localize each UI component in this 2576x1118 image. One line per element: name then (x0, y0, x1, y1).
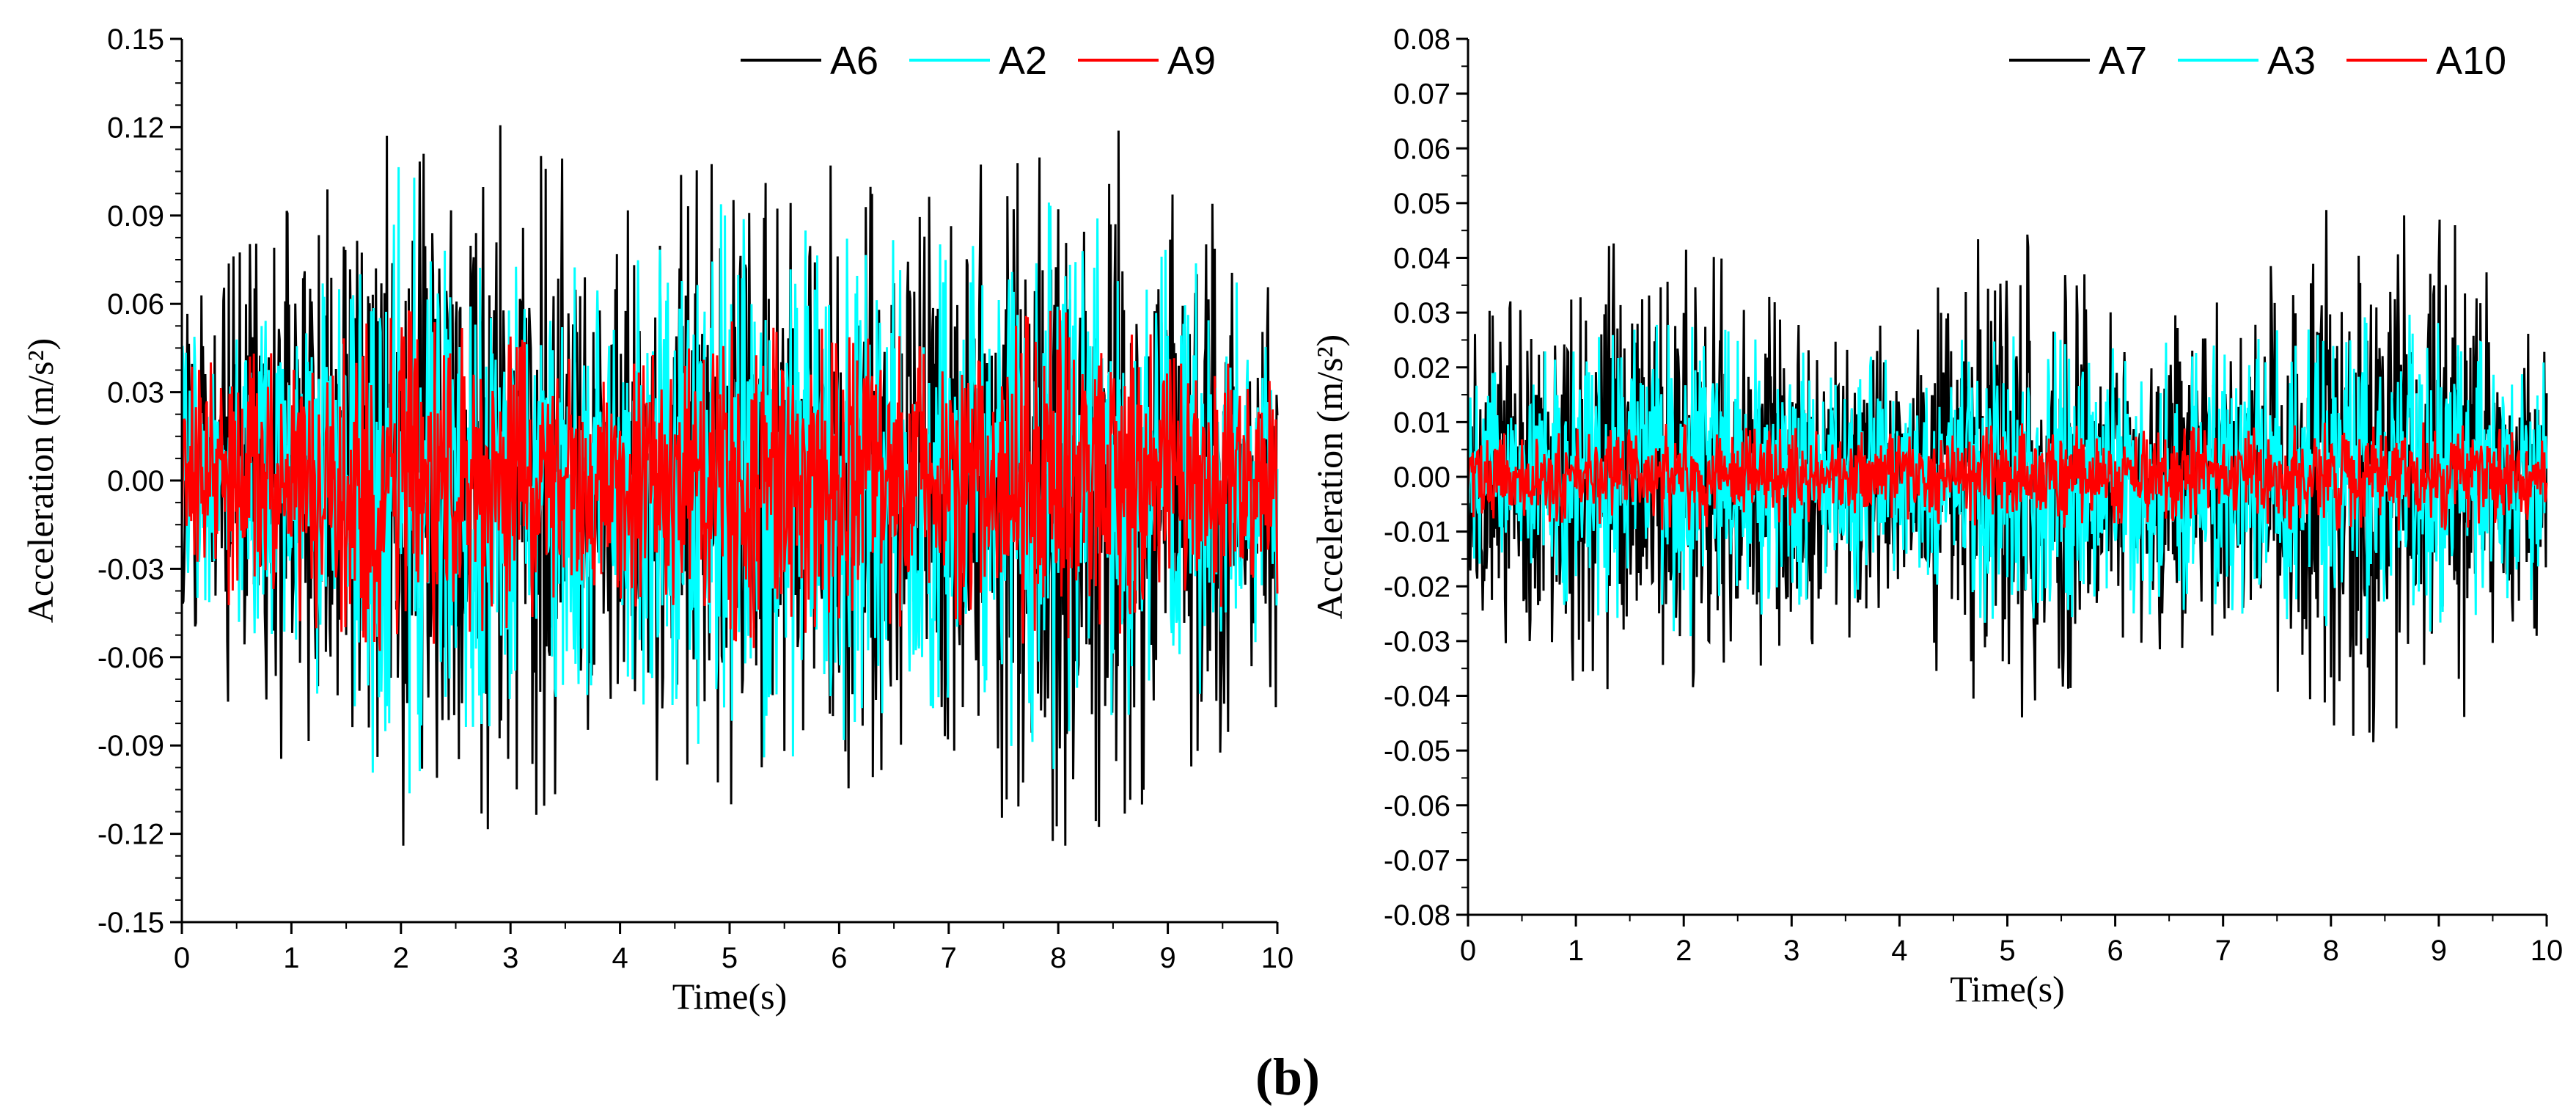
y-tick-label: -0.05 (1384, 735, 1450, 767)
x-tick-label: 1 (283, 942, 299, 974)
x-tick-label: 4 (612, 942, 628, 974)
y-tick-label: -0.01 (1384, 516, 1450, 549)
x-tick-label: 6 (2107, 935, 2123, 967)
y-tick-label: 0.08 (1393, 23, 1450, 56)
x-tick-label: 4 (1891, 935, 1907, 967)
x-tick-label: 0 (174, 942, 190, 974)
y-tick-label: -0.06 (1384, 790, 1450, 822)
y-axis-title: Acceleration (m/s²) (20, 338, 61, 623)
y-tick-label: 0.03 (107, 377, 164, 409)
y-tick-label: 0.00 (1393, 461, 1450, 494)
legend-label-A7: A7 (2099, 39, 2147, 83)
x-tick-label: 10 (1261, 942, 1294, 974)
panel-label: (b) (1255, 1048, 1320, 1106)
x-tick-label: 5 (1999, 935, 2015, 967)
series-line-A10 (1467, 422, 2548, 531)
y-tick-label: 0.06 (1393, 133, 1450, 165)
y-tick-label: -0.09 (98, 730, 164, 762)
left-chart: 0 1 2 3 4 5 6 7 8 9 10 -0.15 -0.12 -0.09 -0.06 -0.03 0.0… (20, 23, 1293, 1017)
legend-label-A9: A9 (1167, 39, 1216, 83)
y-tick-label: -0.15 (98, 907, 164, 939)
y-tick-label: 0.04 (1393, 243, 1450, 275)
y-tick-label: 0.12 (107, 112, 164, 144)
y-tick-label: 0.05 (1393, 188, 1450, 220)
y-axis-title: Acceleration (m/s²) (1309, 335, 1350, 619)
x-tick-label: 5 (722, 942, 738, 974)
y-tick-label: -0.07 (1384, 844, 1450, 877)
right-chart: 0 1 2 3 4 5 6 7 8 9 10 -0.08 -0.07 -0.06 -0.05 -0.04 -0.… (1309, 23, 2563, 1009)
x-tick-label: 7 (941, 942, 957, 974)
x-tick-label: 1 (1568, 935, 1584, 967)
x-tick-label: 10 (2531, 935, 2564, 967)
x-tick-label: 7 (2215, 935, 2231, 967)
x-tick-label: 2 (393, 942, 409, 974)
y-tick-label: 0.15 (107, 23, 164, 56)
x-tick-label: 6 (831, 942, 847, 974)
x-tick-label: 3 (1783, 935, 1799, 967)
x-tick-label: 9 (2431, 935, 2447, 967)
x-tick-label: 2 (1676, 935, 1692, 967)
legend-label-A2: A2 (999, 39, 1047, 83)
y-tick-label: 0.03 (1393, 297, 1450, 329)
y-tick-label: -0.03 (1384, 626, 1450, 658)
x-tick-label: 0 (1460, 935, 1476, 967)
x-axis-title: Time(s) (1950, 968, 2065, 1009)
y-tick-label: 0.01 (1393, 406, 1450, 439)
y-tick-label: -0.04 (1384, 681, 1450, 713)
legend-label-A10: A10 (2436, 39, 2506, 83)
y-tick-label: -0.03 (98, 553, 164, 585)
y-tick-label: 0.00 (107, 465, 164, 497)
y-tick-label: 0.09 (107, 200, 164, 233)
legend-label-A6: A6 (830, 39, 878, 83)
legend-label-A3: A3 (2267, 39, 2316, 83)
y-tick-label: -0.02 (1384, 571, 1450, 603)
y-tick-label: 0.06 (107, 288, 164, 321)
x-axis-title: Time(s) (672, 976, 788, 1017)
y-tick-label: -0.12 (98, 819, 164, 851)
x-tick-label: 8 (1050, 942, 1066, 974)
x-tick-label: 3 (502, 942, 518, 974)
series-line-A9 (180, 310, 1279, 651)
x-tick-label: 9 (1159, 942, 1175, 974)
y-tick-label: 0.07 (1393, 78, 1450, 111)
y-tick-label: -0.08 (1384, 899, 1450, 932)
y-tick-label: 0.02 (1393, 352, 1450, 384)
x-tick-label: 8 (2323, 935, 2339, 967)
y-tick-label: -0.06 (98, 642, 164, 674)
